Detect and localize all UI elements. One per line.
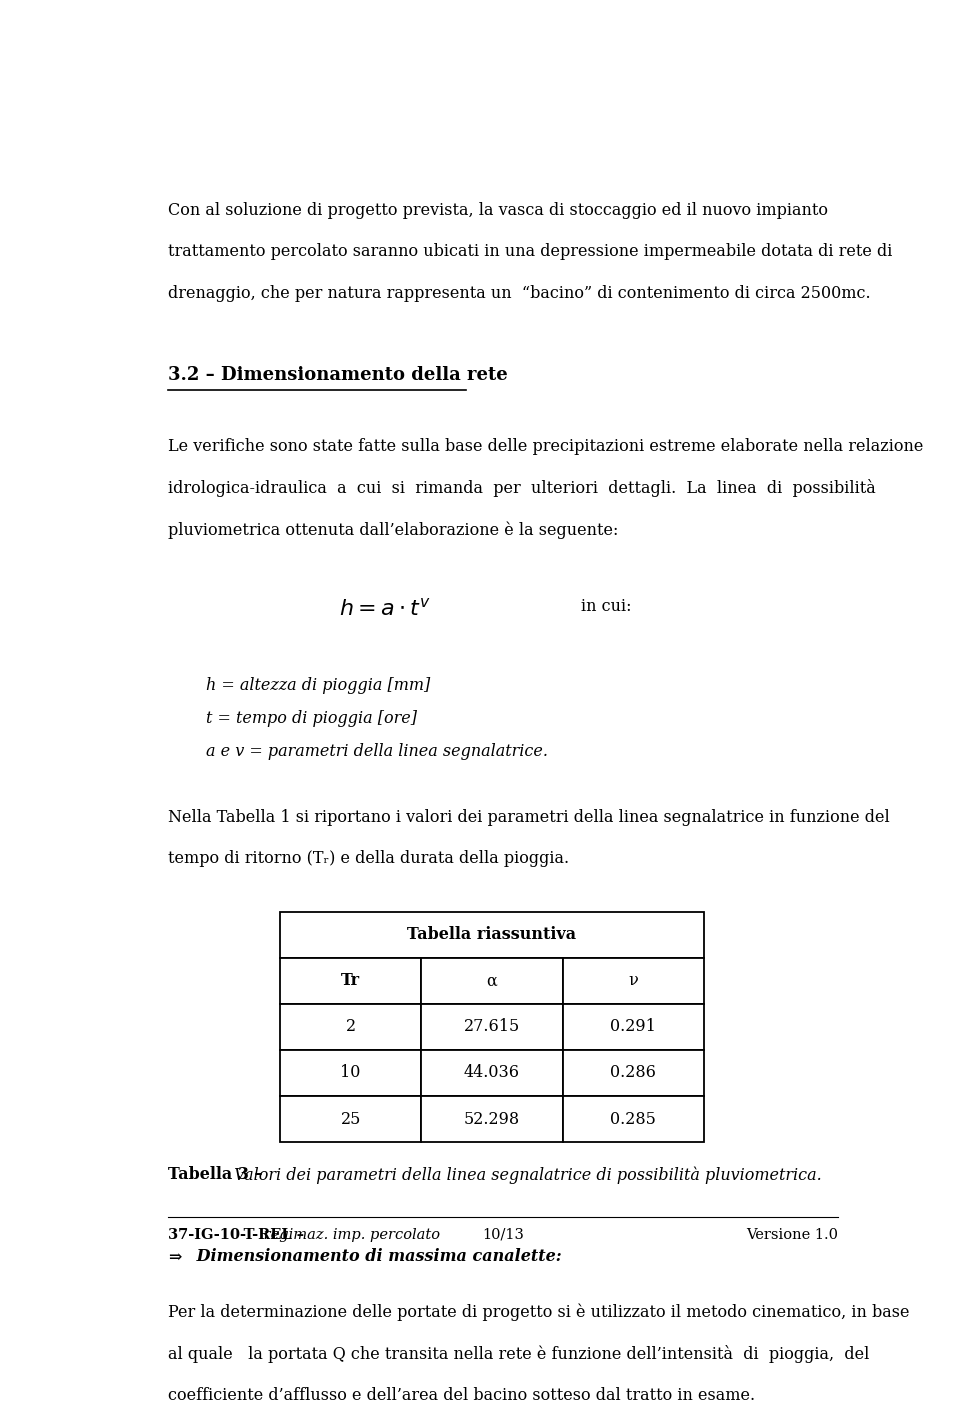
Bar xyxy=(280,912,704,958)
Text: a e v = parametri della linea segnalatrice.: a e v = parametri della linea segnalatri… xyxy=(205,742,547,760)
Bar xyxy=(421,1003,563,1050)
Text: Versione 1.0: Versione 1.0 xyxy=(746,1228,838,1241)
Text: in cui:: in cui: xyxy=(581,598,632,614)
Bar xyxy=(280,1050,421,1096)
Text: Tabella 3 –: Tabella 3 – xyxy=(168,1166,263,1183)
Text: Per la determinazione delle portate di progetto si è utilizzato il metodo cinema: Per la determinazione delle portate di p… xyxy=(168,1304,910,1321)
Bar xyxy=(421,958,563,1003)
Text: Le verifiche sono state fatte sulla base delle precipitazioni estreme elaborate : Le verifiche sono state fatte sulla base… xyxy=(168,437,924,455)
Text: pluviometrica ottenuta dall’elaborazione è la seguente:: pluviometrica ottenuta dall’elaborazione… xyxy=(168,522,619,539)
Text: 44.036: 44.036 xyxy=(464,1064,520,1082)
Text: tempo di ritorno (Tᵣ) e della durata della pioggia.: tempo di ritorno (Tᵣ) e della durata del… xyxy=(168,851,569,868)
Text: ⇒: ⇒ xyxy=(168,1248,181,1265)
Text: 27.615: 27.615 xyxy=(464,1019,520,1036)
Text: regimaz. imp. percolato: regimaz. imp. percolato xyxy=(259,1228,440,1241)
Text: Tr: Tr xyxy=(341,972,360,989)
Bar xyxy=(421,1050,563,1096)
Text: Dimensionamento di massima canalette:: Dimensionamento di massima canalette: xyxy=(191,1248,562,1265)
Text: Nella Tabella 1 si riportano i valori dei parametri della linea segnalatrice in : Nella Tabella 1 si riportano i valori de… xyxy=(168,808,890,825)
Text: 3.2 – Dimensionamento della rete: 3.2 – Dimensionamento della rete xyxy=(168,366,508,385)
Text: drenaggio, che per natura rappresenta un  “bacino” di contenimento di circa 2500: drenaggio, che per natura rappresenta un… xyxy=(168,285,871,302)
Text: α: α xyxy=(487,972,497,989)
Text: 10: 10 xyxy=(341,1064,361,1082)
Bar xyxy=(563,958,704,1003)
Bar xyxy=(280,958,421,1003)
Text: al quale   la portata Q che transita nella rete è funzione dell’intensità  di  p: al quale la portata Q che transita nella… xyxy=(168,1345,870,1364)
Text: Con al soluzione di progetto prevista, la vasca di stoccaggio ed il nuovo impian: Con al soluzione di progetto prevista, l… xyxy=(168,202,828,218)
Text: 10/13: 10/13 xyxy=(482,1228,524,1241)
Bar xyxy=(280,1003,421,1050)
Text: Tabella riassuntiva: Tabella riassuntiva xyxy=(407,926,577,943)
Text: 25: 25 xyxy=(341,1110,361,1127)
Bar xyxy=(563,1050,704,1096)
Text: 0.285: 0.285 xyxy=(611,1110,657,1127)
Text: idrologica-idraulica  a  cui  si  rimanda  per  ulteriori  dettagli.  La  linea : idrologica-idraulica a cui si rimanda pe… xyxy=(168,479,876,497)
Bar xyxy=(421,1096,563,1141)
Text: 37-IG-10-T-REL –: 37-IG-10-T-REL – xyxy=(168,1228,304,1241)
Text: h = altezza di pioggia [mm]: h = altezza di pioggia [mm] xyxy=(205,677,430,694)
Text: 52.298: 52.298 xyxy=(464,1110,520,1127)
Bar xyxy=(563,1096,704,1141)
Bar xyxy=(563,1003,704,1050)
Text: $h = a \cdot t^{v}$: $h = a \cdot t^{v}$ xyxy=(340,598,432,620)
Text: 0.286: 0.286 xyxy=(611,1064,657,1082)
Text: Valori dei parametri della linea segnalatrice di possibilità pluviometrica.: Valori dei parametri della linea segnala… xyxy=(229,1166,822,1184)
Bar xyxy=(280,1096,421,1141)
Text: trattamento percolato saranno ubicati in una depressione impermeabile dotata di : trattamento percolato saranno ubicati in… xyxy=(168,244,893,261)
Text: 2: 2 xyxy=(346,1019,356,1036)
Text: ν: ν xyxy=(629,972,638,989)
Text: t = tempo di pioggia [ore]: t = tempo di pioggia [ore] xyxy=(205,710,417,727)
Text: 0.291: 0.291 xyxy=(611,1019,657,1036)
Text: coefficiente d’afflusso e dell’area del bacino sotteso dal tratto in esame.: coefficiente d’afflusso e dell’area del … xyxy=(168,1387,756,1404)
